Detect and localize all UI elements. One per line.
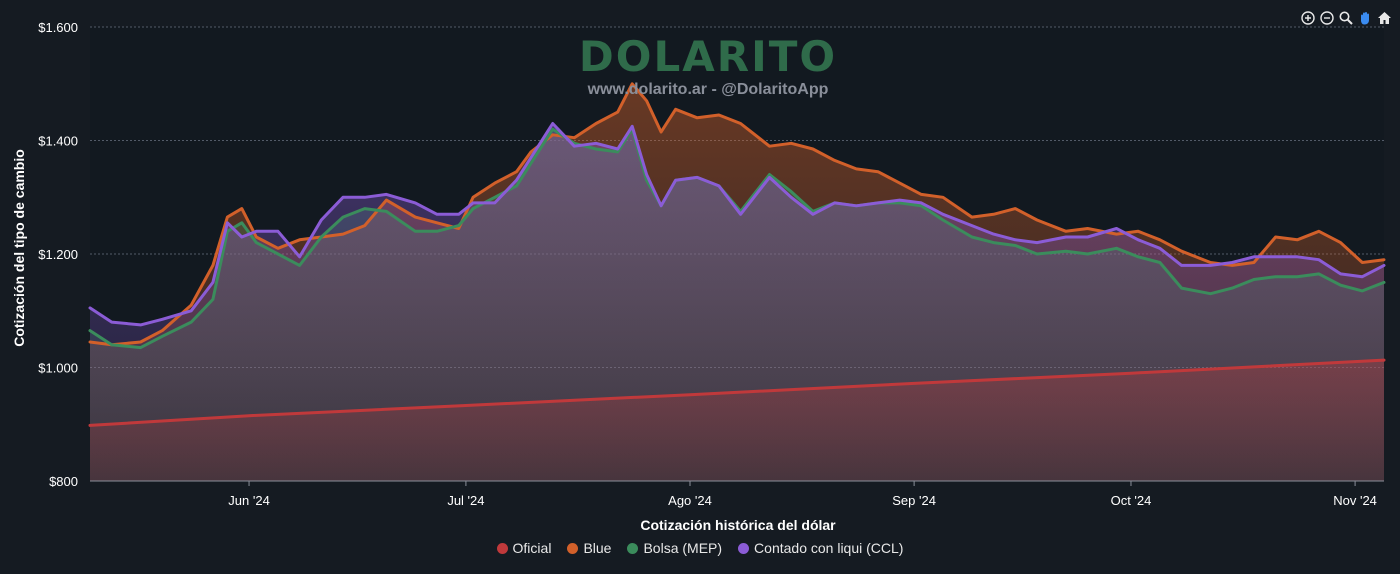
- y-axis-title: Cotización del tipo de cambio: [11, 149, 27, 347]
- line-contado-con-liqui-ccl[interactable]: [88, 122, 1386, 327]
- legend-label: Contado con liqui (CCL): [754, 540, 904, 556]
- axis-layer: $800 $1.000 $1.200 $1.400 $1.600 Jun '24 Jul '…: [38, 20, 1384, 508]
- legend-marker: [567, 542, 579, 554]
- watermark-subtitle: www.dolarito.ar - @DolaritoApp: [587, 81, 829, 98]
- legend-label: Oficial: [512, 540, 552, 556]
- zoom-in-icon[interactable]: [1300, 10, 1316, 26]
- line-layer: [88, 82, 1386, 427]
- x-tick-label: Ago '24: [668, 493, 712, 508]
- x-tick-label: Jul '24: [447, 493, 484, 508]
- watermark-logo: DOLARITO: [578, 32, 838, 81]
- area-oficial: [90, 360, 1384, 481]
- chart-legend: Oficial Blue Bolsa (MEP) Contado con liqui …: [0, 540, 1400, 556]
- watermark: DOLARITO www.dolarito.ar - @DolaritoApp: [578, 34, 838, 100]
- legend-label: Bolsa (MEP): [643, 540, 723, 556]
- legend-item-bolsa-mep[interactable]: Bolsa (MEP): [627, 540, 722, 556]
- y-tick-label: $1.200: [38, 247, 78, 262]
- y-tick-label: $1.600: [38, 20, 78, 35]
- y-tick-label: $1.000: [38, 361, 78, 376]
- legend-marker: [496, 542, 508, 554]
- legend-label: Blue: [583, 540, 612, 556]
- zoom-out-icon[interactable]: [1319, 10, 1335, 26]
- x-tick-label: Sep '24: [892, 493, 936, 508]
- x-tick-label: Jun '24: [228, 493, 270, 508]
- line-oficial[interactable]: [88, 358, 1386, 427]
- line-blue[interactable]: [88, 82, 1386, 347]
- legend-marker: [627, 542, 639, 554]
- y-tick-label: $1.400: [38, 134, 78, 149]
- x-axis-title: Cotización histórica del dólar: [640, 517, 836, 533]
- area-layer: [90, 83, 1384, 482]
- zoom-selection-icon[interactable]: [1338, 10, 1354, 26]
- x-tick-label: Oct '24: [1111, 493, 1152, 508]
- legend-item-oficial[interactable]: Oficial: [496, 540, 552, 556]
- pan-hand-icon[interactable]: [1357, 10, 1373, 26]
- legend-item-blue[interactable]: Blue: [567, 540, 611, 556]
- x-tick-label: Nov '24: [1333, 493, 1377, 508]
- legend-item-contado-con-liqui-ccl[interactable]: Contado con liqui (CCL): [738, 540, 903, 556]
- y-tick-label: $800: [49, 474, 78, 489]
- chart-toolbar: [1300, 10, 1392, 26]
- home-reset-icon[interactable]: [1376, 10, 1392, 26]
- legend-marker: [738, 542, 750, 554]
